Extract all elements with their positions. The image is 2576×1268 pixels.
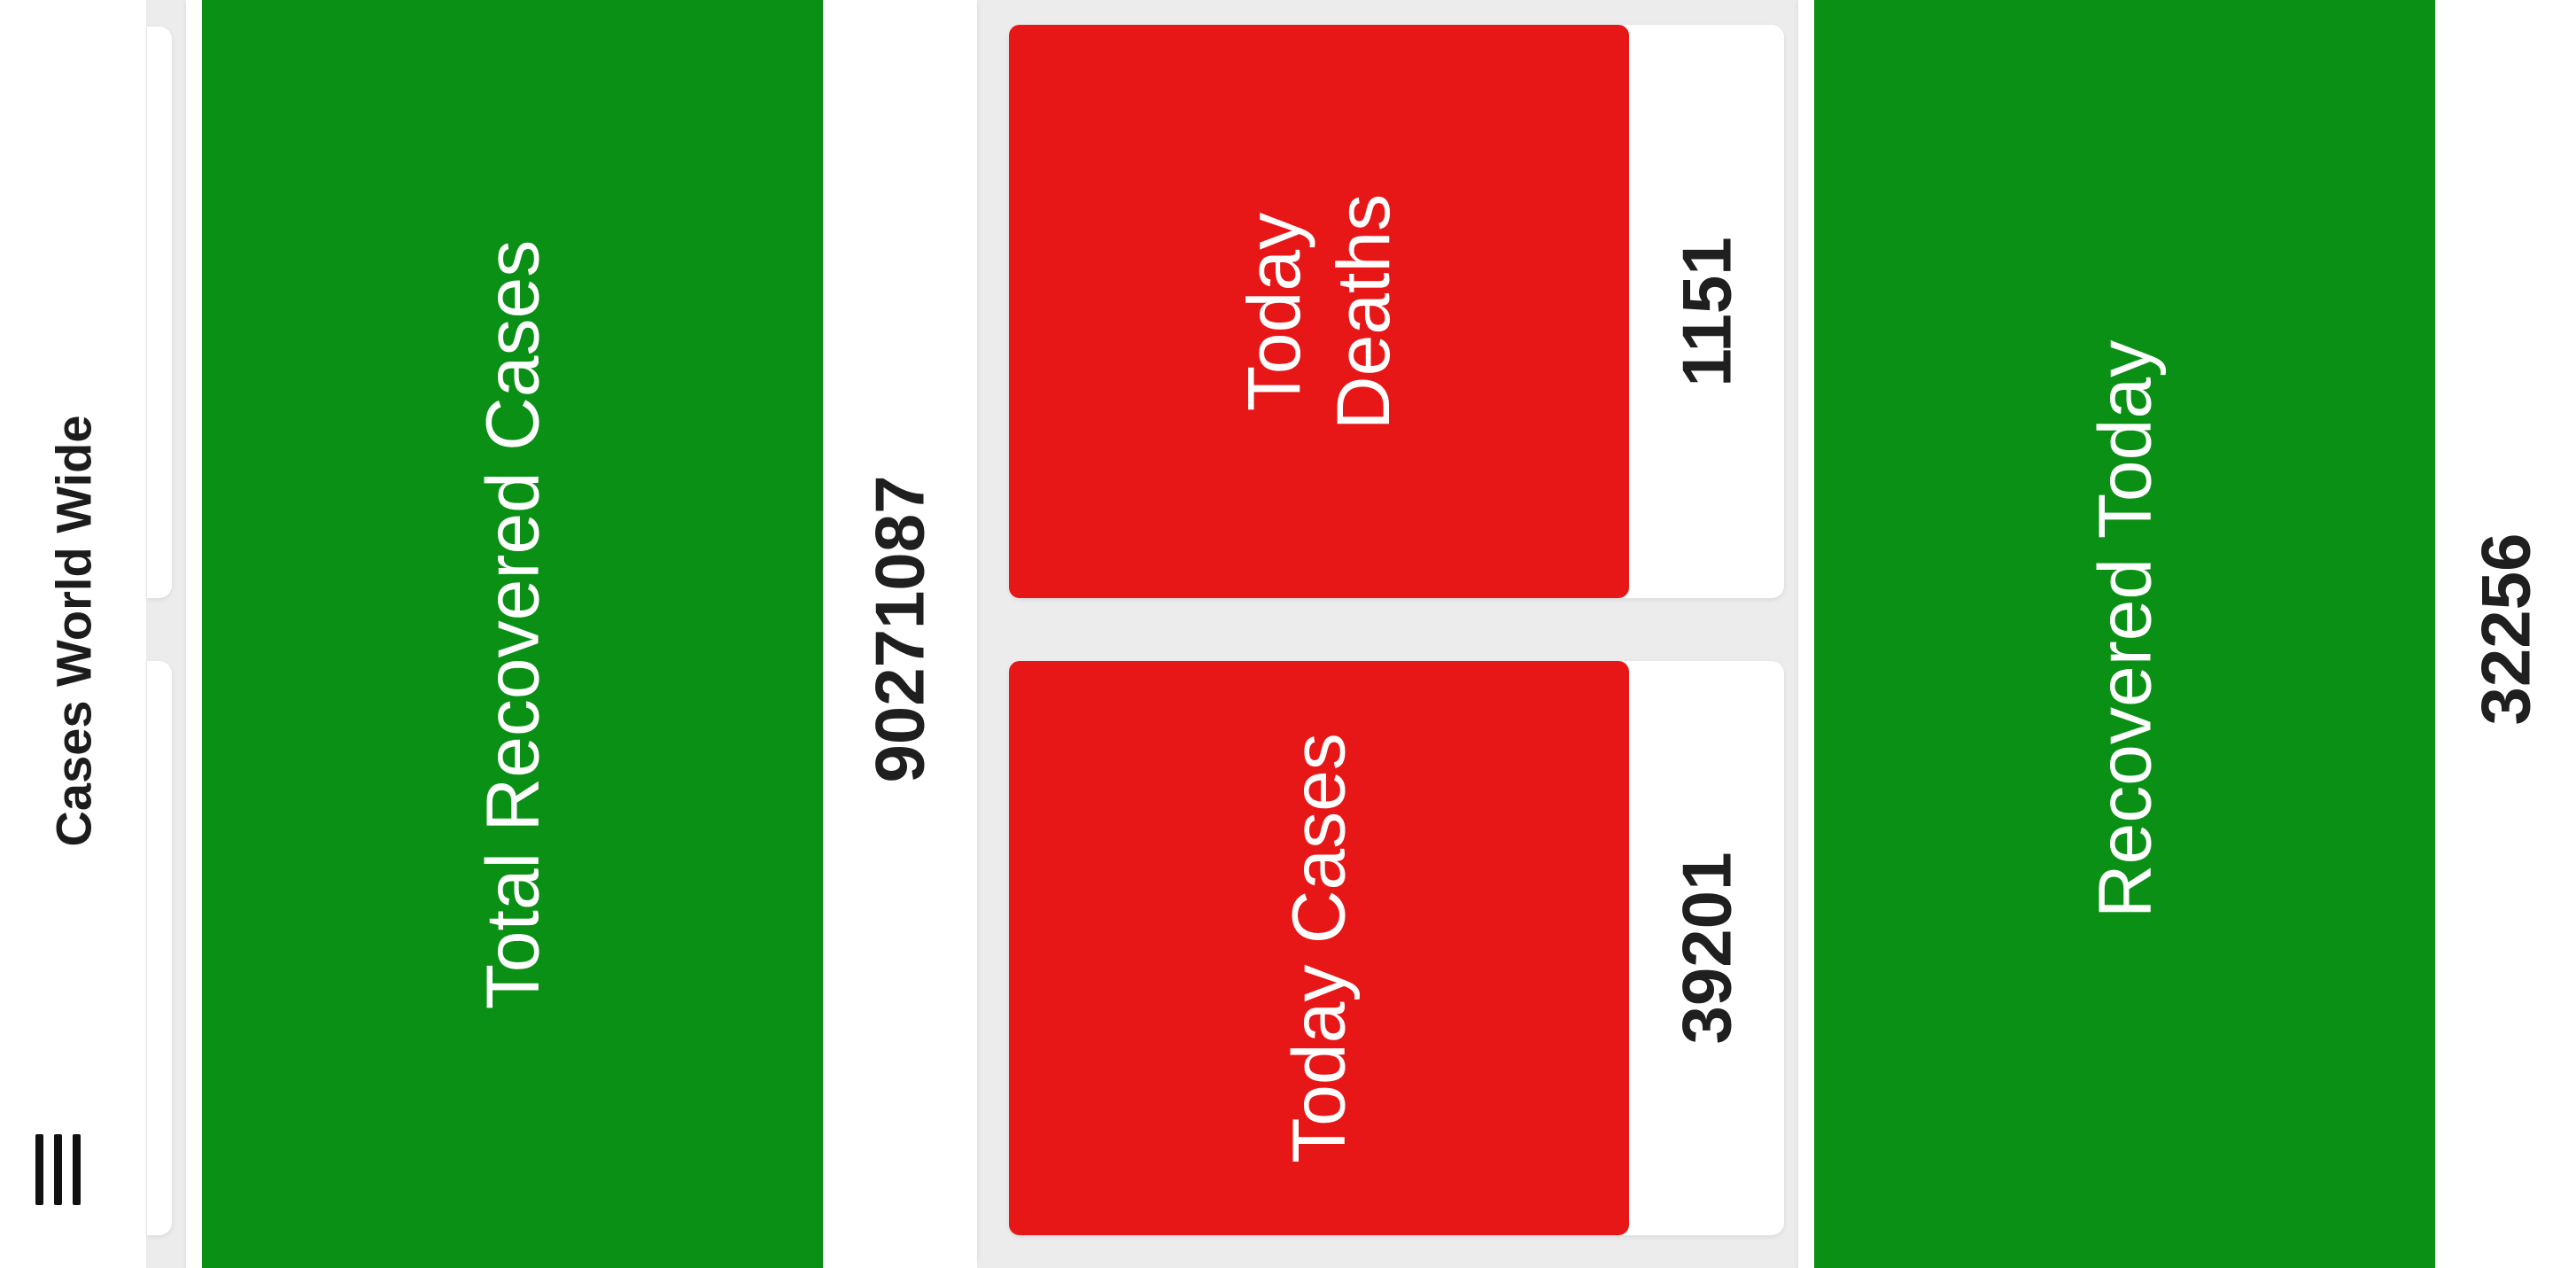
today-deaths-value: 1151 [1667, 236, 1745, 387]
today-cases-value-panel: 39201 [1629, 661, 1784, 1235]
card-edge-bottom [147, 661, 172, 1235]
today-cases-label-panel: Today Cases [1009, 661, 1629, 1235]
app-bar-title-container: Cases World Wide [0, 0, 146, 1268]
today-cases-label: Today Cases [1276, 733, 1361, 1163]
total-recovered-value: 90271087 [860, 475, 939, 783]
today-cases-value: 39201 [1667, 852, 1745, 1045]
total-recovered-label: Total Recovered Cases [470, 239, 555, 1010]
page-title: Cases World Wide [45, 415, 101, 847]
hamburger-menu-icon[interactable] [32, 1134, 85, 1205]
total-recovered-value-panel: 90271087 [823, 0, 977, 1268]
today-deaths-label-panel: Today Deaths [1009, 25, 1629, 598]
today-deaths-label-line2: Deaths [1322, 193, 1405, 430]
recovered-today-label: Recovered Today [2083, 339, 2167, 919]
today-deaths-value-panel: 1151 [1629, 25, 1784, 598]
recovered-today-label-panel: Recovered Today [1814, 0, 2435, 1268]
recovered-today-value-panel: 32256 [2435, 0, 2576, 1268]
app-bar [0, 0, 146, 1268]
card-edge-top [147, 27, 172, 598]
recovered-today-value: 32256 [2466, 533, 2544, 726]
today-deaths-label-line1: Today [1232, 212, 1316, 411]
today-deaths-label: Today Deaths [1230, 193, 1408, 429]
total-recovered-label-panel: Total Recovered Cases [202, 0, 823, 1268]
